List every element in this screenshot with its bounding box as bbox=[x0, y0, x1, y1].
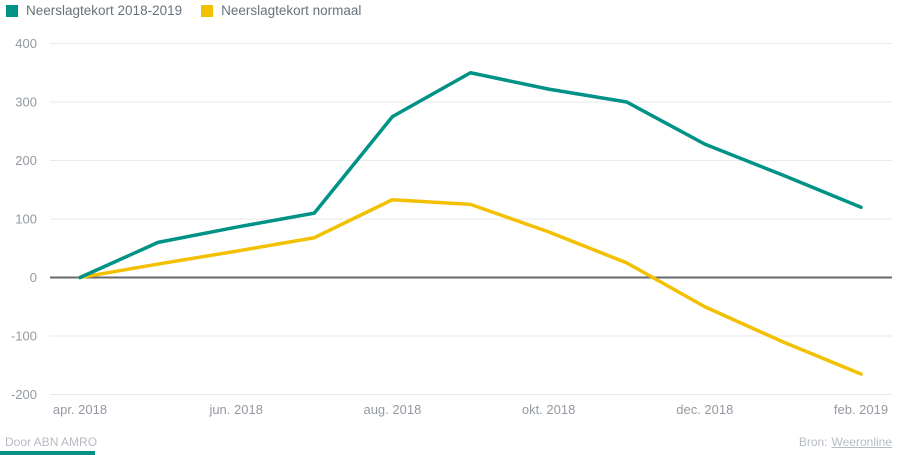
source-text: Bron: Weeronline bbox=[799, 435, 892, 449]
footer: Door ABN AMRO Bron: Weeronline bbox=[0, 435, 897, 449]
legend-swatch-teal-icon bbox=[6, 5, 18, 17]
legend-swatch-yellow-icon bbox=[201, 5, 214, 17]
y-tick-label: -200 bbox=[11, 387, 37, 402]
legend-item-neerslagtekort-2018-2019[interactable]: Neerslagtekort 2018-2019 bbox=[6, 3, 182, 19]
credit-text: Door ABN AMRO bbox=[5, 435, 98, 449]
y-tick-label: 200 bbox=[15, 153, 37, 168]
legend-label: Neerslagtekort normaal bbox=[221, 3, 362, 18]
source-label: Bron: bbox=[798, 435, 828, 449]
legend-item-neerslagtekort-normaal[interactable]: Neerslagtekort normaal bbox=[201, 3, 361, 19]
x-tick-label: feb. 2019 bbox=[834, 402, 888, 417]
x-tick-label: aug. 2018 bbox=[363, 402, 421, 417]
x-tick-label: apr. 2018 bbox=[53, 402, 107, 417]
y-tick-label: -100 bbox=[11, 329, 37, 344]
chart-plot: 400 300 200 100 0 -100 -200 apr. 2018 jun. 2018 a… bbox=[11, 36, 892, 417]
y-tick-label: 0 bbox=[30, 270, 37, 285]
y-tick-label: 100 bbox=[15, 212, 37, 227]
x-tick-label: jun. 2018 bbox=[208, 402, 263, 417]
x-tick-label: okt. 2018 bbox=[522, 402, 576, 417]
y-tick-label: 300 bbox=[15, 95, 37, 110]
chart-legend: Neerslagtekort 2018-2019 Neerslagtekort … bbox=[6, 3, 361, 19]
series-line-1 bbox=[78, 197, 863, 376]
source-link[interactable]: Weeronline bbox=[831, 435, 892, 449]
legend-label: Neerslagtekort 2018-2019 bbox=[26, 3, 183, 18]
brand-bar bbox=[0, 451, 95, 455]
series-line-0 bbox=[78, 71, 863, 280]
y-tick-label: 400 bbox=[15, 36, 37, 51]
x-tick-label: dec. 2018 bbox=[676, 402, 733, 417]
